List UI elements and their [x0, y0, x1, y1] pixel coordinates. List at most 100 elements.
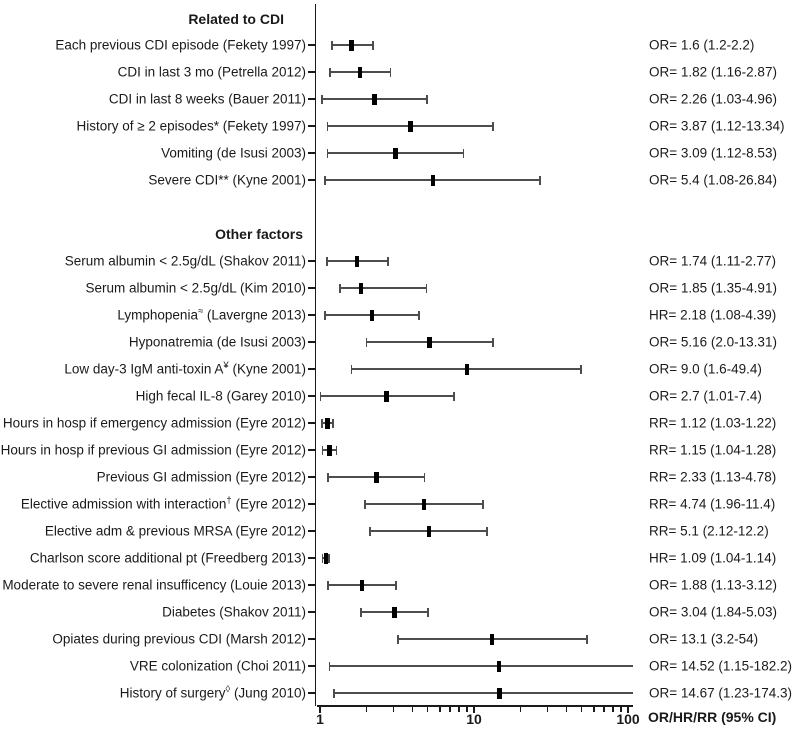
point-estimate-marker: [393, 147, 398, 159]
row-label: Severe CDI** (Kyne 2001): [148, 172, 306, 188]
point-estimate-marker: [357, 66, 363, 78]
ci-cap-high: [426, 94, 428, 104]
row-axis-tick: [308, 287, 315, 289]
row-label: Elective adm & previous MRSA (Eyre 2012): [44, 523, 306, 539]
row-axis-tick: [308, 692, 315, 694]
ci-line: [329, 665, 633, 667]
ci-cap-high: [425, 283, 428, 293]
point-estimate-marker: [372, 93, 377, 105]
effect-size-value: RR= 4.74 (1.96-11.4): [649, 496, 776, 512]
point-estimate-marker: [354, 255, 360, 267]
ci-cap-low: [329, 67, 331, 77]
point-estimate-marker: [421, 498, 427, 510]
x-axis-line: [317, 705, 633, 707]
section-header-other-factors: Other factors: [215, 226, 303, 242]
ci-cap-high: [539, 175, 541, 185]
row-axis-tick: [308, 179, 315, 181]
ci-cap-high: [492, 121, 495, 131]
point-estimate-marker: [325, 417, 330, 429]
point-estimate-marker: [374, 471, 379, 483]
x-axis-tick: [319, 706, 321, 713]
row-axis-tick: [308, 260, 315, 262]
row-axis-tick: [308, 476, 315, 478]
ci-cap-low: [326, 148, 329, 158]
effect-size-value: OR= 1.74 (1.11-2.77): [649, 253, 776, 269]
row-label: Vomiting (de Isusi 2003): [161, 145, 306, 161]
ci-cap-high: [427, 607, 429, 617]
x-axis-title: OR/HR/RR (95% CI): [648, 709, 777, 725]
point-estimate-marker: [427, 336, 432, 348]
ci-cap-low: [326, 256, 328, 266]
ci-cap-high: [395, 580, 397, 590]
ci-cap-low: [327, 580, 329, 590]
point-estimate-marker: [392, 606, 397, 618]
row-axis-tick: [308, 584, 315, 586]
effect-size-value: RR= 5.1 (2.12-12.2): [649, 523, 769, 539]
point-estimate-marker: [496, 660, 502, 672]
row-label: Moderate to severe renal insufficency (L…: [2, 577, 306, 593]
row-label: CDI in last 3 mo (Petrella 2012): [117, 64, 306, 80]
point-estimate-marker: [349, 39, 354, 51]
effect-size-value: OR= 1.88 (1.13-3.12): [649, 577, 777, 593]
row-label: Elective admission with interaction† (Ey…: [20, 495, 306, 512]
ci-cap-low: [339, 283, 341, 293]
x-axis-tick: [439, 706, 441, 712]
row-axis-tick: [308, 449, 315, 451]
row-label: Each previous CDI episode (Fekety 1997): [55, 37, 306, 53]
row-axis-tick: [308, 422, 315, 424]
point-estimate-marker: [464, 363, 470, 375]
row-axis-tick: [308, 368, 315, 370]
row-axis-tick: [308, 638, 315, 640]
ci-cap-low: [321, 94, 323, 104]
effect-size-value: RR= 2.33 (1.13-4.78): [649, 469, 777, 485]
x-axis-tick-label: 100: [616, 711, 640, 727]
ci-cap-low: [350, 364, 353, 374]
ci-cap-high: [462, 148, 465, 158]
x-axis-tick: [603, 706, 605, 712]
effect-size-value: OR= 5.16 (2.0-13.31): [649, 334, 777, 350]
row-axis-tick: [308, 98, 315, 100]
effect-size-value: OR= 3.09 (1.12-8.53): [649, 145, 777, 161]
x-axis-tick: [458, 706, 460, 712]
y-axis-line: [314, 4, 316, 706]
x-axis-tick-label: 10: [466, 711, 482, 727]
footnote-symbol: †: [226, 495, 232, 506]
ci-cap-low: [319, 391, 322, 401]
effect-size-value: OR= 1.82 (1.16-2.87): [649, 64, 777, 80]
row-label: Previous GI admission (Eyre 2012): [96, 469, 306, 485]
x-axis-tick: [620, 706, 622, 712]
effect-size-value: RR= 1.12 (1.03-1.22): [649, 415, 777, 431]
effect-size-value: OR= 5.4 (1.08-26.84): [649, 172, 777, 188]
row-label: Charlson score additional pt (Freedberg …: [29, 550, 306, 566]
ci-cap-low: [321, 553, 324, 563]
row-label: VRE colonization (Choi 2011): [129, 658, 306, 674]
row-label: Hyponatremia (de Isusi 2003): [128, 334, 306, 350]
point-estimate-marker: [358, 282, 364, 294]
x-axis-tick: [519, 706, 522, 712]
ci-cap-high: [585, 634, 588, 644]
row-axis-tick: [308, 44, 315, 46]
effect-size-value: OR= 13.1 (3.2-54): [649, 631, 759, 647]
ci-cap-high: [332, 418, 335, 428]
row-label: Serum albumin < 2.5g/dL (Kim 2010): [85, 280, 307, 296]
point-estimate-marker: [408, 120, 413, 132]
ci-cap-low: [331, 40, 333, 50]
ci-cap-high: [335, 445, 338, 455]
ci-cap-high: [371, 40, 374, 50]
point-estimate-marker: [323, 552, 328, 564]
footnote-symbol: ¥: [223, 360, 229, 371]
row-label: High fecal IL-8 (Garey 2010): [135, 388, 306, 404]
section-header-related-to-cdi: Related to CDI: [188, 11, 284, 27]
ci-cap-low: [365, 337, 368, 347]
row-axis-tick: [308, 314, 315, 316]
x-axis-tick: [565, 706, 568, 712]
x-axis-tick: [612, 706, 614, 712]
point-estimate-marker: [497, 687, 502, 699]
effect-size-value: OR= 14.67 (1.23-174.3): [649, 685, 792, 701]
row-label: Lymphopenia≈ (Lavergne 2013): [117, 306, 306, 323]
ci-cap-low: [369, 526, 372, 536]
x-axis-tick: [580, 706, 583, 712]
ci-cap-low: [364, 499, 366, 509]
row-label: History of ≥ 2 episodes* (Fekety 1997): [76, 118, 306, 134]
